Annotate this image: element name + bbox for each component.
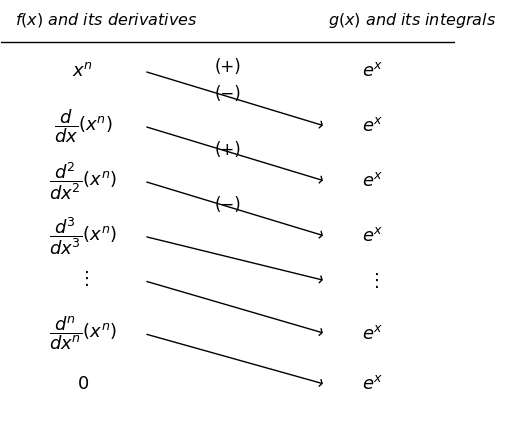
Text: $e^x$: $e^x$ — [362, 375, 384, 393]
Text: (+): (+) — [214, 58, 242, 76]
Text: $\vdots$: $\vdots$ — [367, 271, 379, 290]
Text: $\vdots$: $\vdots$ — [77, 269, 89, 288]
Text: $f(x)$ and its derivatives: $f(x)$ and its derivatives — [15, 12, 198, 29]
Text: (+): (+) — [214, 141, 242, 158]
Text: $g(x)$ and its integrals: $g(x)$ and its integrals — [328, 11, 496, 30]
Text: $x^n$: $x^n$ — [72, 62, 93, 80]
Text: $e^x$: $e^x$ — [362, 172, 384, 190]
Text: $\dfrac{d^n}{dx^n}(x^n)$: $\dfrac{d^n}{dx^n}(x^n)$ — [49, 315, 117, 352]
Text: $0$: $0$ — [77, 375, 89, 393]
Text: $e^x$: $e^x$ — [362, 117, 384, 135]
Text: (−): (−) — [214, 196, 242, 213]
Text: $e^x$: $e^x$ — [362, 325, 384, 343]
Text: $\dfrac{d^3}{dx^3}(x^n)$: $\dfrac{d^3}{dx^3}(x^n)$ — [49, 216, 117, 257]
Text: (−): (−) — [214, 86, 242, 104]
Text: $e^x$: $e^x$ — [362, 62, 384, 80]
Text: $\dfrac{d}{dx}(x^n)$: $\dfrac{d}{dx}(x^n)$ — [53, 107, 112, 145]
Text: $\dfrac{d^2}{dx^2}(x^n)$: $\dfrac{d^2}{dx^2}(x^n)$ — [49, 160, 117, 202]
Text: $e^x$: $e^x$ — [362, 227, 384, 245]
